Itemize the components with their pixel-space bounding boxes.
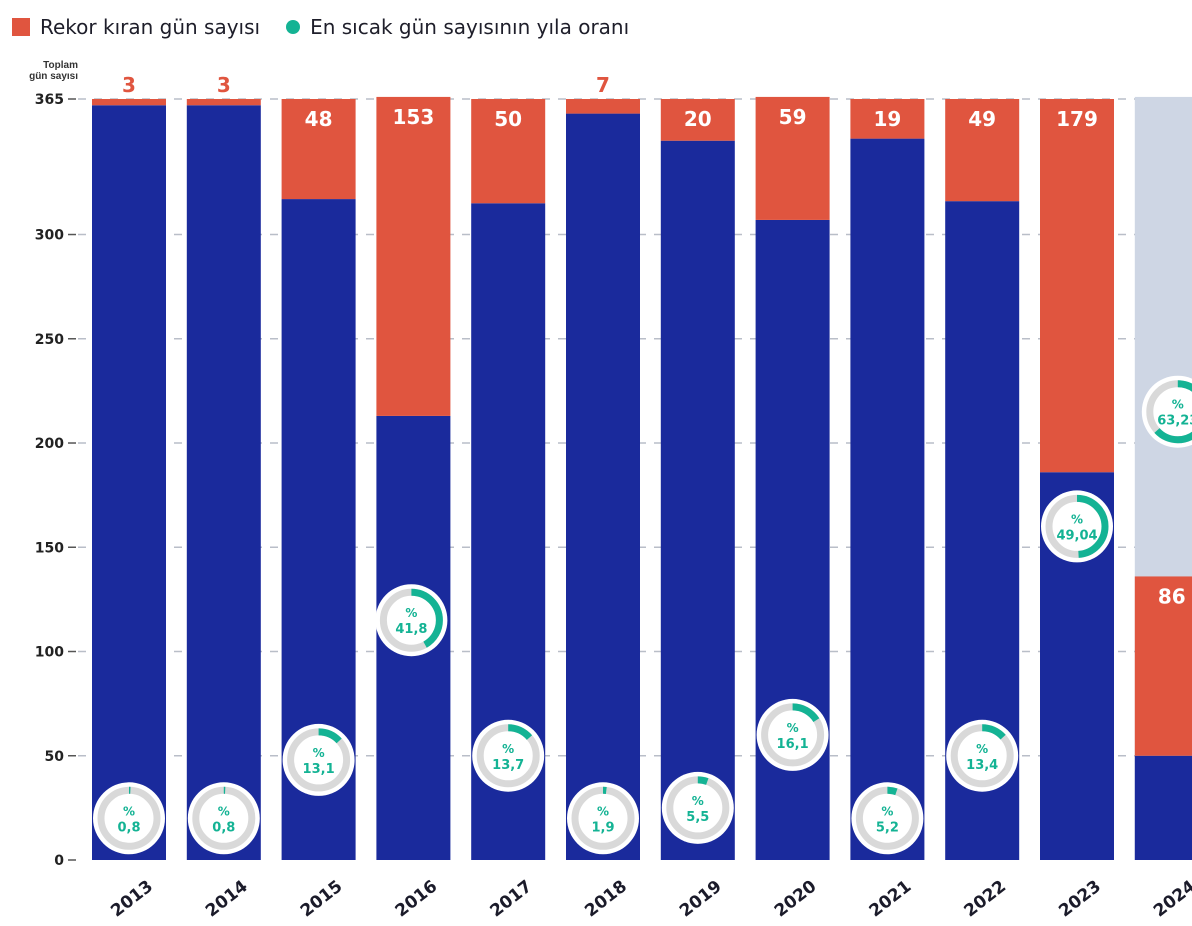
y-tick-label: 150 (35, 540, 64, 556)
bar-record (1040, 99, 1114, 473)
record-value-label: 86 (1158, 584, 1186, 608)
ratio-percent-sign: % (313, 746, 325, 760)
record-value-label: 3 (122, 73, 136, 97)
y-tick-label: 300 (35, 228, 64, 244)
ratio-ring-arc (571, 786, 635, 850)
bar-record (281, 99, 356, 200)
ratio-ring-arc (379, 588, 443, 652)
ratio-percent-sign: % (787, 721, 799, 735)
y-tick-label: 365 (35, 92, 64, 108)
ratio-ring-arc (761, 703, 825, 767)
legend-label-record: Rekor kıran gün sayısı (40, 15, 261, 39)
ratio-value-label: 0,8 (117, 820, 140, 835)
x-tick-label: 2023 (1055, 876, 1105, 921)
ratio-percent-sign: % (597, 804, 609, 818)
ratio-percent-sign: % (1071, 512, 1083, 526)
ratio-value-label: 13,7 (492, 758, 524, 773)
x-tick-label: 2018 (581, 876, 631, 921)
ratio-ring-arc (666, 776, 730, 840)
x-tick-label: 2021 (866, 876, 916, 921)
ratio-percent-sign: % (123, 804, 135, 818)
ratio-value-label: 5,2 (876, 820, 899, 835)
ratio-ring-arc (1146, 380, 1192, 444)
ratio-percent-sign: % (881, 804, 893, 818)
bar-record (92, 99, 166, 106)
bar-record (660, 99, 735, 141)
y-tick-label: 50 (45, 749, 65, 765)
bar-record (566, 99, 640, 114)
ratio-percent-sign: % (1172, 398, 1184, 412)
x-tick-label: 2013 (107, 876, 157, 921)
legend-item-record[interactable]: Rekor kıran gün sayısı (12, 15, 260, 39)
bar-record (471, 99, 546, 204)
legend-label-ratio: En sıcak gün sayısının yıla oranı (310, 15, 630, 39)
ratio-value-label: 0,8 (212, 820, 235, 835)
record-value-label: 50 (494, 107, 522, 131)
y-tick-label: 200 (35, 436, 64, 452)
record-value-label: 48 (305, 107, 333, 131)
record-value-label: 179 (1056, 107, 1098, 131)
bar-base (1134, 755, 1192, 860)
bar-base (660, 140, 735, 861)
ring-layer: % 0,8% 0,8% 13,1% 41,8% 13,7% 1,9% 5,5% 16,1% 5,2… (93, 375, 1192, 855)
record-value-label: 49 (968, 107, 996, 131)
legend-swatch-record (12, 18, 30, 36)
x-tick-label: 2017 (486, 876, 536, 921)
x-tick-label: 2016 (392, 876, 442, 921)
ratio-ring-arc (950, 724, 1014, 788)
bar-base (566, 113, 640, 860)
label-layer: 3 3 48 153 50 7 20 59 19 49 179 86 (122, 73, 1186, 608)
bar-base (850, 138, 925, 860)
bar-record (1134, 576, 1192, 756)
ratio-value-label: 13,1 (303, 762, 335, 777)
x-tick-label: 2020 (771, 876, 821, 921)
record-value-label: 59 (779, 105, 807, 129)
bar-record (186, 99, 261, 106)
legend-swatch-ratio (286, 20, 301, 34)
y-axis-title: Toplam gün sayısı (29, 60, 78, 82)
ratio-percent-sign: % (218, 804, 230, 818)
ratio-value-label: 13,4 (966, 758, 998, 773)
ratio-value-label: 1,9 (591, 820, 614, 835)
x-tick-label: 2019 (676, 876, 726, 921)
ratio-value-label: 5,5 (686, 810, 709, 825)
ratio-percent-sign: % (692, 794, 704, 808)
ratio-percent-sign: % (502, 742, 514, 756)
bar-record (376, 96, 451, 416)
ratio-ring-arc (192, 786, 256, 850)
ratio-value-label: 49,04 (1056, 528, 1097, 543)
bar-base (92, 105, 166, 861)
record-value-label: 3 (217, 73, 231, 97)
chart-legend: Rekor kıran gün sayısı En sıcak gün sayı… (12, 10, 629, 44)
record-value-label: 19 (873, 107, 901, 131)
ratio-value-label: 16,1 (777, 737, 809, 752)
record-value-label: 20 (684, 107, 712, 131)
y-tick-label: 250 (35, 332, 64, 348)
ratio-value-label: 41,8 (395, 622, 427, 637)
x-tick-label: 2014 (202, 876, 252, 921)
bar-record (755, 96, 830, 220)
bar-record (945, 99, 1020, 202)
record-value-label: 7 (596, 73, 610, 97)
bars-layer (92, 96, 1192, 861)
ratio-percent-sign: % (405, 606, 417, 620)
ratio-percent-sign: % (976, 742, 988, 756)
bar-record (850, 99, 925, 139)
ratio-ring-arc (855, 786, 919, 850)
x-tick-label: 2024 (1150, 876, 1192, 921)
y-tick-label: 100 (35, 645, 64, 661)
ratio-ring-arc (476, 724, 540, 788)
x-tick-label: 2015 (297, 876, 347, 921)
bar-base (186, 105, 261, 861)
x-tick-label: 2022 (960, 876, 1010, 921)
ratio-ring-arc (287, 728, 351, 792)
ratio-ring-arc (1045, 494, 1109, 558)
ratio-ring-arc (97, 786, 161, 850)
record-value-label: 153 (393, 105, 435, 129)
y-tick-label: 0 (54, 853, 64, 869)
legend-item-ratio[interactable]: En sıcak gün sayısının yıla oranı (286, 15, 629, 39)
ratio-value-label: 63,23 (1157, 414, 1192, 429)
